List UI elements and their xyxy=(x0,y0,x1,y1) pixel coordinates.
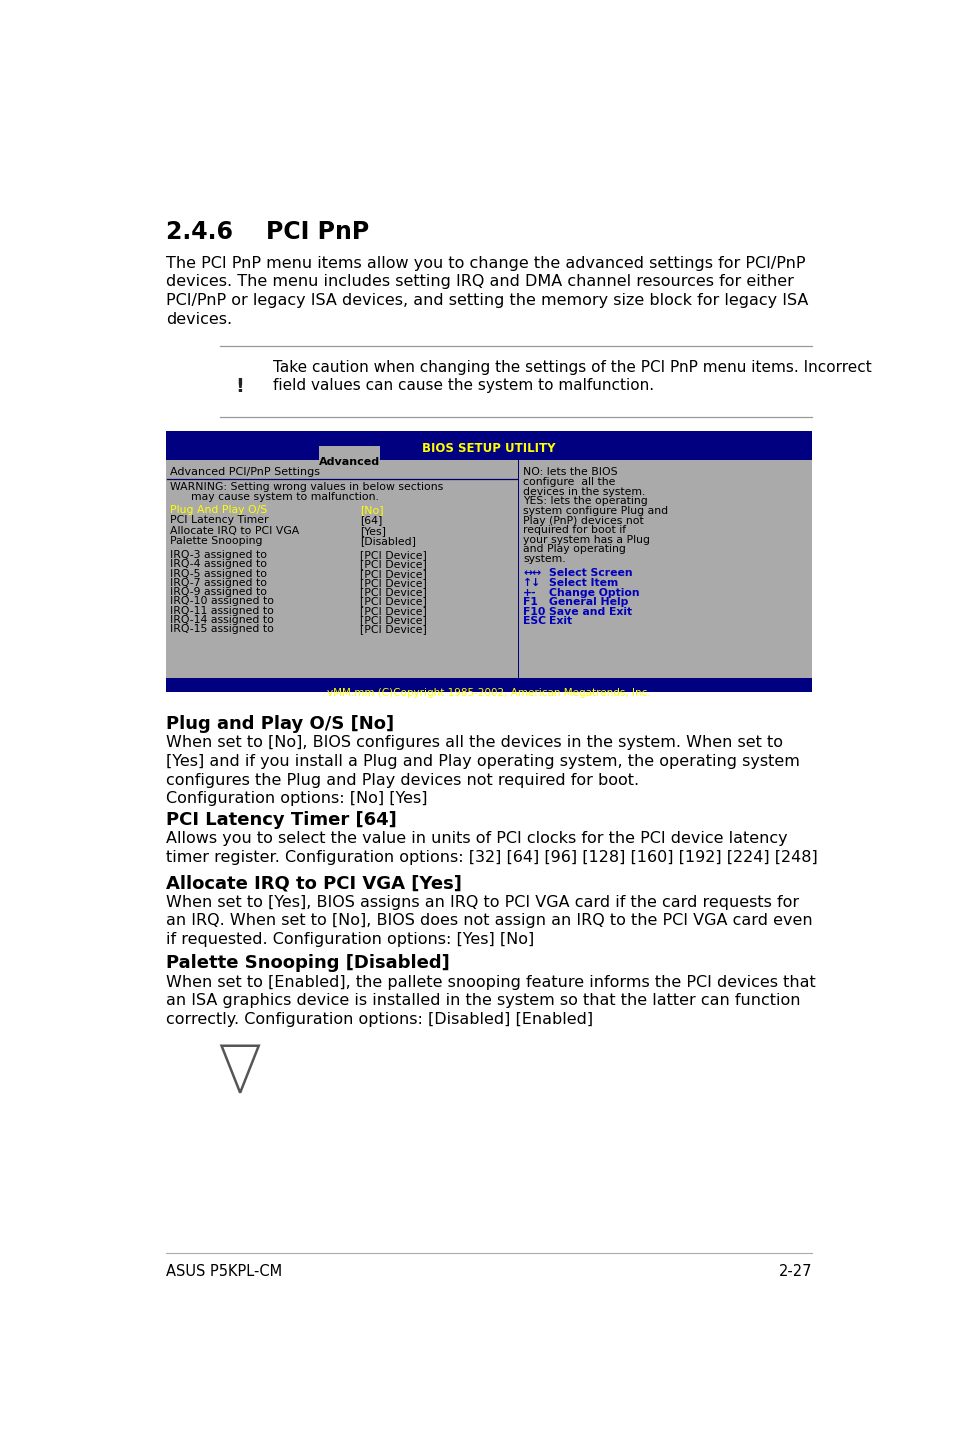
Text: General Help: General Help xyxy=(549,597,628,607)
Text: F10: F10 xyxy=(522,607,545,617)
Text: Exit: Exit xyxy=(549,617,572,627)
Text: Advanced PCI/PnP Settings: Advanced PCI/PnP Settings xyxy=(171,467,320,477)
Bar xyxy=(166,430,811,446)
Text: IRQ-15 assigned to: IRQ-15 assigned to xyxy=(171,624,274,634)
Polygon shape xyxy=(221,1045,258,1093)
Text: ↑↓: ↑↓ xyxy=(522,578,540,588)
Text: Save and Exit: Save and Exit xyxy=(549,607,632,617)
Text: IRQ-9 assigned to: IRQ-9 assigned to xyxy=(171,587,267,597)
Text: Take caution when changing the settings of the PCI PnP menu items. Incorrect
fie: Take caution when changing the settings … xyxy=(273,360,870,393)
Text: NO: lets the BIOS: NO: lets the BIOS xyxy=(522,467,617,477)
Text: ↔↔: ↔↔ xyxy=(522,568,540,578)
Text: and Play operating: and Play operating xyxy=(522,545,625,555)
Text: [PCI Device]: [PCI Device] xyxy=(360,551,427,561)
Text: F1: F1 xyxy=(522,597,537,607)
Text: +-: +- xyxy=(522,588,537,598)
Text: your system has a Plug: your system has a Plug xyxy=(522,535,649,545)
Bar xyxy=(517,460,518,679)
Text: [PCI Device]: [PCI Device] xyxy=(360,605,427,615)
Text: Palette Snooping [Disabled]: Palette Snooping [Disabled] xyxy=(166,955,449,972)
Text: [PCI Device]: [PCI Device] xyxy=(360,624,427,634)
Text: Plug And Play O/S: Plug And Play O/S xyxy=(171,505,268,515)
Text: Select Screen: Select Screen xyxy=(549,568,633,578)
Text: [Yes]: [Yes] xyxy=(360,526,386,535)
Text: [PCI Device]: [PCI Device] xyxy=(360,597,427,607)
Bar xyxy=(166,679,811,692)
Text: [PCI Device]: [PCI Device] xyxy=(360,559,427,569)
Bar xyxy=(166,460,517,679)
Text: [No]: [No] xyxy=(360,505,383,515)
Text: IRQ-4 assigned to: IRQ-4 assigned to xyxy=(171,559,267,569)
Text: IRQ-11 assigned to: IRQ-11 assigned to xyxy=(171,605,274,615)
Text: 2.4.6    PCI PnP: 2.4.6 PCI PnP xyxy=(166,220,369,244)
Text: [PCI Device]: [PCI Device] xyxy=(360,615,427,626)
Text: Play (PnP) devices not: Play (PnP) devices not xyxy=(522,516,643,526)
Text: IRQ-3 assigned to: IRQ-3 assigned to xyxy=(171,551,267,561)
Text: IRQ-7 assigned to: IRQ-7 assigned to xyxy=(171,578,267,588)
Bar xyxy=(517,460,811,679)
Text: When set to [No], BIOS configures all the devices in the system. When set to
[Ye: When set to [No], BIOS configures all th… xyxy=(166,735,799,807)
Text: WARNING: Setting wrong values in below sections: WARNING: Setting wrong values in below s… xyxy=(171,483,443,492)
Text: IRQ-10 assigned to: IRQ-10 assigned to xyxy=(171,597,274,607)
Text: [Disabled]: [Disabled] xyxy=(360,536,416,546)
Bar xyxy=(319,446,379,460)
Text: required for boot if: required for boot if xyxy=(522,525,625,535)
Text: When set to [Enabled], the pallete snooping feature informs the PCI devices that: When set to [Enabled], the pallete snoop… xyxy=(166,975,815,1027)
Text: Allocate IRQ to PCI VGA [Yes]: Allocate IRQ to PCI VGA [Yes] xyxy=(166,874,461,893)
Text: system configure Plug and: system configure Plug and xyxy=(522,506,667,516)
Text: Allocate IRQ to PCI VGA: Allocate IRQ to PCI VGA xyxy=(171,526,299,535)
Text: may cause system to malfunction.: may cause system to malfunction. xyxy=(171,492,379,502)
Text: PCI Latency Timer [64]: PCI Latency Timer [64] xyxy=(166,811,396,828)
Text: The PCI PnP menu items allow you to change the advanced settings for PCI/PnP
dev: The PCI PnP menu items allow you to chan… xyxy=(166,256,807,326)
Text: configure  all the: configure all the xyxy=(522,477,615,487)
Text: BIOS SETUP UTILITY: BIOS SETUP UTILITY xyxy=(422,441,555,454)
Text: Allows you to select the value in units of PCI clocks for the PCI device latency: Allows you to select the value in units … xyxy=(166,831,817,864)
Text: Select Item: Select Item xyxy=(549,578,618,588)
Text: Change Option: Change Option xyxy=(549,588,639,598)
Text: ASUS P5KPL-CM: ASUS P5KPL-CM xyxy=(166,1264,281,1280)
Text: [PCI Device]: [PCI Device] xyxy=(360,568,427,578)
Text: [PCI Device]: [PCI Device] xyxy=(360,587,427,597)
Text: [PCI Device]: [PCI Device] xyxy=(360,578,427,588)
Text: PCI Latency Timer: PCI Latency Timer xyxy=(171,515,269,525)
Text: Plug and Play O/S [No]: Plug and Play O/S [No] xyxy=(166,716,394,733)
Text: IRQ-14 assigned to: IRQ-14 assigned to xyxy=(171,615,274,626)
Text: devices in the system.: devices in the system. xyxy=(522,486,645,496)
Text: system.: system. xyxy=(522,554,565,564)
Text: !: ! xyxy=(235,377,244,395)
Bar xyxy=(166,446,811,460)
Text: [64]: [64] xyxy=(360,515,382,525)
Text: Palette Snooping: Palette Snooping xyxy=(171,536,263,546)
Text: Advanced: Advanced xyxy=(318,457,379,467)
Text: 2-27: 2-27 xyxy=(778,1264,811,1280)
Text: YES: lets the operating: YES: lets the operating xyxy=(522,496,647,506)
Text: ESC: ESC xyxy=(522,617,545,627)
Text: IRQ-5 assigned to: IRQ-5 assigned to xyxy=(171,568,267,578)
Text: vMM.mm (C)Copyright 1985-2002, American Megatrends, Inc.: vMM.mm (C)Copyright 1985-2002, American … xyxy=(327,689,650,699)
Text: When set to [Yes], BIOS assigns an IRQ to PCI VGA card if the card requests for
: When set to [Yes], BIOS assigns an IRQ t… xyxy=(166,894,812,948)
